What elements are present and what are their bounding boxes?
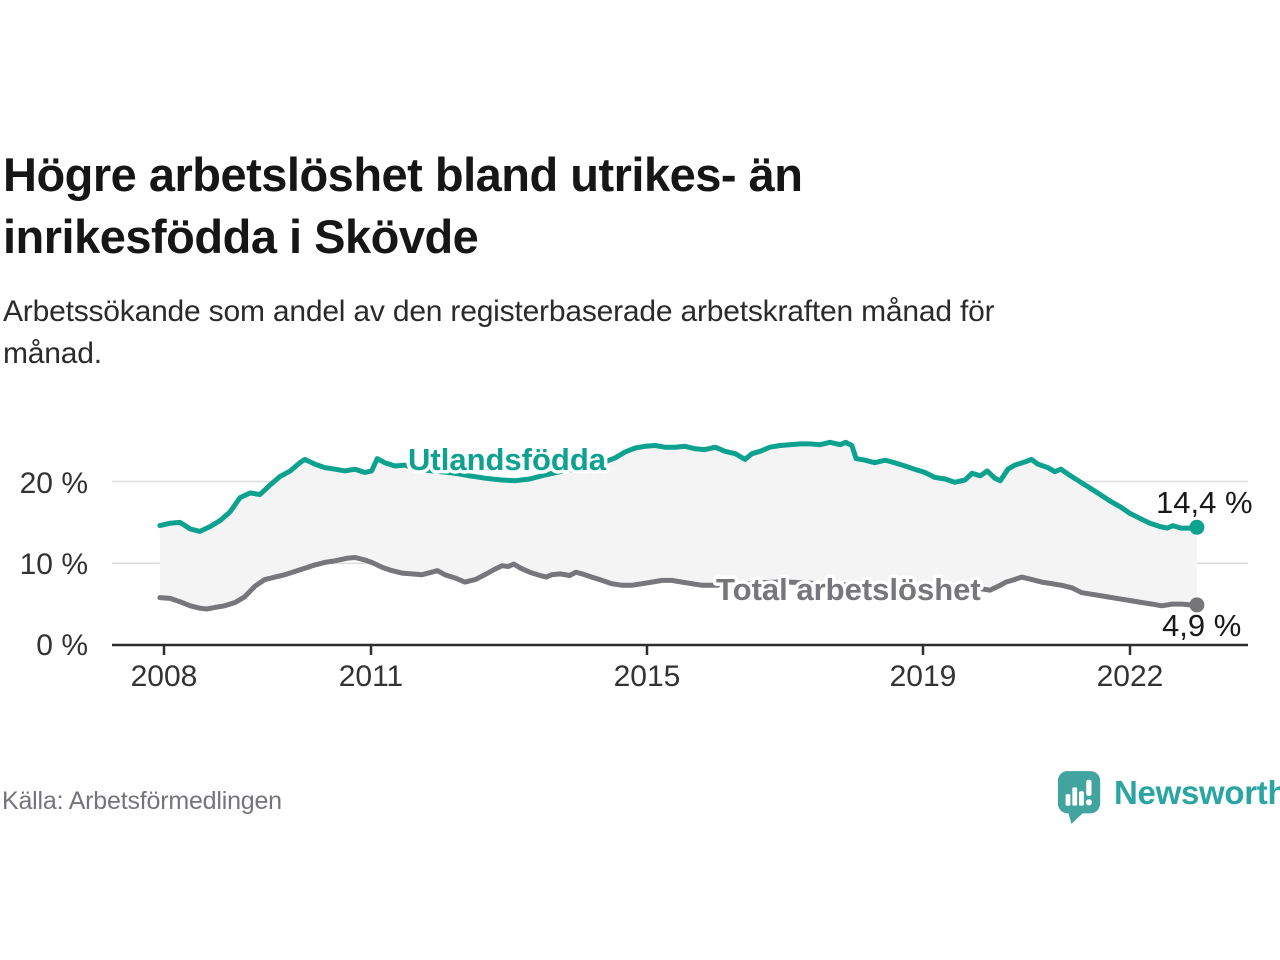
logo-bubble (1057, 771, 1101, 814)
logo-bar-2 (1072, 787, 1078, 806)
series-label-total: Total arbetslöshet (716, 572, 981, 607)
chart-subtitle: Arbetssökande som andel av den registerb… (3, 291, 995, 375)
newsworthy-logo-text: Newsworthy (1114, 774, 1280, 811)
y-axis-label-0: 0 % (36, 629, 88, 662)
x-axis-label-2019: 2019 (890, 660, 957, 693)
subtitle-line-1: Arbetssökande som andel av den registerb… (3, 295, 995, 328)
y-axis-label-10: 10 % (20, 548, 88, 581)
x-axis-label-2022: 2022 (1097, 660, 1164, 693)
logo-bar-3 (1079, 791, 1084, 806)
line-chart: 20 % 10 % 0 % 2008 2011 2015 2019 2022 U… (0, 405, 1280, 705)
logo-exclamation-dot (1085, 799, 1092, 806)
source-note: Källa: Arbetsförmedlingen (2, 787, 282, 815)
plot-svg: 20 % 10 % 0 % 2008 2011 2015 2019 2022 U… (20, 439, 1253, 694)
series-layer (157, 439, 1205, 613)
end-value-label-utlandsfodda: 14,4 % (1156, 485, 1253, 520)
series-end-dot-total (1189, 597, 1205, 613)
series-label-utlandsfodda: Utlandsfödda (408, 442, 607, 477)
series-line-total (157, 555, 1200, 612)
logo-exclamation-bar (1086, 779, 1092, 797)
series-line-utlandsfodda (157, 439, 1200, 534)
end-value-label-total: 4,9 % (1162, 608, 1241, 643)
y-axis-label-20: 20 % (20, 467, 88, 500)
title-line-1: Högre arbetslöshet bland utrikes- än (3, 148, 803, 201)
x-axis-label-2011: 2011 (339, 660, 404, 693)
series-end-dot-utlandsfodda (1189, 519, 1205, 535)
x-axis-label-2015: 2015 (614, 660, 681, 693)
newsworthy-logo-icon (1057, 771, 1101, 824)
between-series-band (159, 442, 1197, 609)
newsworthy-logo: Newsworthy (1056, 769, 1280, 825)
x-axis-label-2008: 2008 (131, 660, 198, 693)
logo-bubble-tail (1067, 809, 1085, 824)
subtitle-line-2: månad. (3, 337, 102, 370)
logo-bar-1 (1065, 794, 1071, 806)
page-title: Högre arbetslöshet bland utrikes- än inr… (3, 144, 803, 268)
title-line-2: inrikesfödda i Skövde (3, 210, 479, 263)
